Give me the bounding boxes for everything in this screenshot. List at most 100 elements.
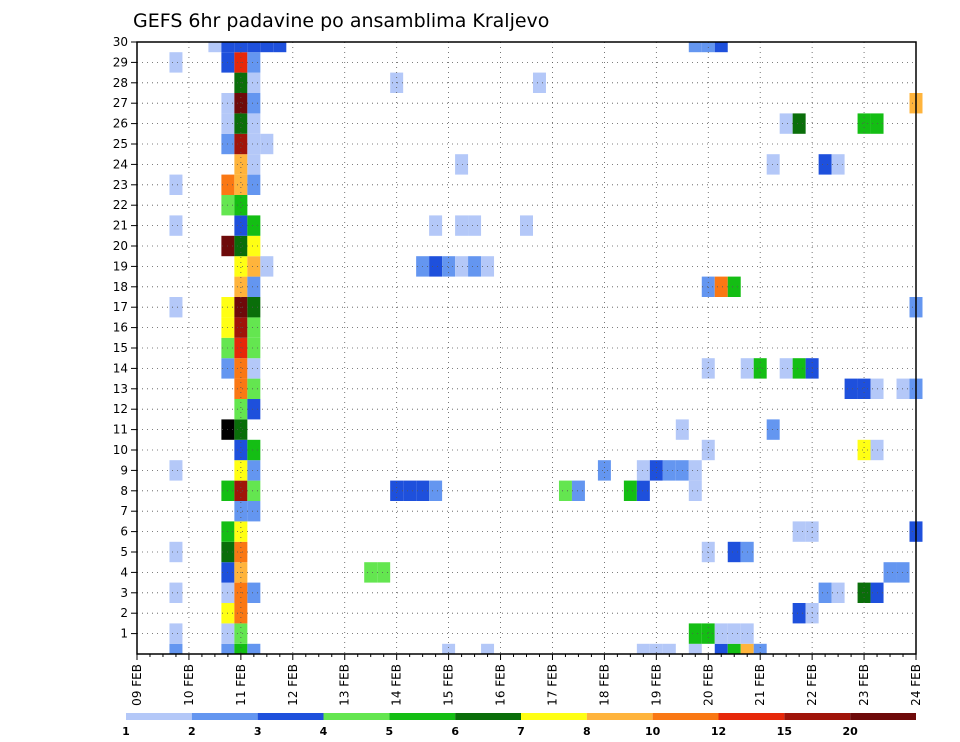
heatmap-cell	[247, 582, 261, 603]
heatmap-cell	[779, 113, 793, 134]
heatmap-cell	[792, 113, 806, 134]
x-tick-label: 22 FEB	[805, 664, 819, 706]
heatmap-cell	[169, 582, 183, 603]
heatmap-cell	[247, 480, 261, 501]
heatmap-cell	[234, 154, 248, 175]
heatmap-cell	[169, 174, 183, 195]
heatmap-cell	[169, 460, 183, 481]
y-tick-label: 11	[113, 423, 128, 437]
heatmap-cell	[234, 521, 248, 542]
colorbar-swatch	[191, 713, 258, 720]
heatmap-cell	[688, 623, 702, 644]
y-tick-label: 4	[120, 565, 128, 579]
heatmap-cell	[234, 643, 248, 654]
heatmap-cell	[234, 276, 248, 297]
heatmap-cell	[247, 174, 261, 195]
colorbar-swatch	[784, 713, 851, 720]
x-tick-label: 18 FEB	[597, 664, 611, 706]
y-tick-label: 23	[113, 178, 128, 192]
heatmap-cell	[234, 93, 248, 114]
heatmap-cell	[234, 256, 248, 277]
colorbar-label: 12	[711, 725, 726, 738]
y-tick-label: 15	[113, 341, 128, 355]
heatmap-cell	[390, 480, 404, 501]
heatmap-cell	[649, 643, 663, 654]
heatmap-cell	[234, 215, 248, 236]
colorbar-swatch	[126, 713, 192, 720]
x-tick-label: 11 FEB	[234, 664, 248, 706]
heatmap-cell	[766, 154, 780, 175]
heatmap-cell	[688, 480, 702, 501]
heatmap-cell	[260, 256, 274, 277]
heatmap-cell	[169, 297, 183, 318]
colorbar-label: 10	[645, 725, 661, 738]
heatmap-cell	[247, 317, 261, 338]
heatmap-cell	[247, 297, 261, 318]
heatmap-cell	[247, 460, 261, 481]
heatmap-cell	[701, 276, 715, 297]
heatmap-cell	[234, 399, 248, 420]
y-tick-label: 6	[120, 525, 128, 539]
colorbar-label: 20	[843, 725, 859, 738]
heatmap-cell	[234, 419, 248, 440]
heatmap-cell	[429, 215, 443, 236]
y-tick-label: 20	[113, 239, 128, 253]
heatmap-cell	[403, 480, 417, 501]
y-tick-label: 29	[113, 55, 128, 69]
heatmap-cell	[364, 562, 378, 583]
axes: 1234567891011121314151617181920212223242…	[113, 35, 923, 706]
heatmap-cell	[247, 643, 261, 654]
heatmap-cell	[247, 42, 261, 53]
heatmap-cell	[740, 643, 754, 654]
heatmap-cell	[753, 358, 767, 379]
x-tick-label: 10 FEB	[182, 664, 196, 706]
y-tick-label: 18	[113, 280, 128, 294]
colorbar-swatch	[586, 713, 653, 720]
grid-lines	[137, 42, 916, 654]
y-tick-label: 8	[120, 484, 128, 498]
heatmap-cell	[520, 215, 533, 236]
heatmap-cell	[792, 521, 806, 542]
y-tick-label: 21	[113, 219, 128, 233]
heatmap-cell	[818, 154, 832, 175]
heatmap-cell	[779, 358, 793, 379]
heatmap-cell	[234, 133, 248, 155]
y-tick-label: 14	[113, 361, 128, 375]
heatmap-cell	[234, 460, 248, 481]
heatmap-cell	[234, 603, 248, 624]
heatmap-cell	[169, 643, 183, 654]
heatmap-cell	[714, 643, 728, 654]
heatmap-cell	[234, 439, 248, 461]
heatmap-cell	[247, 337, 261, 359]
colorbar-label: 1	[122, 725, 130, 738]
heatmap-cell	[896, 562, 910, 583]
heatmap-cell	[558, 480, 572, 501]
heatmap-cell	[234, 174, 248, 195]
heatmap-cell	[857, 439, 871, 461]
heatmap-cell	[247, 256, 261, 277]
heatmap-cell	[455, 154, 469, 175]
x-tick-label: 12 FEB	[286, 664, 300, 706]
heatmap-cell	[247, 399, 261, 420]
heatmap-cell	[234, 358, 248, 379]
heatmap-cell	[727, 276, 741, 297]
heatmap-cell	[455, 215, 469, 236]
colorbar-swatch	[652, 713, 719, 720]
y-tick-label: 13	[113, 382, 128, 396]
y-tick-label: 27	[113, 96, 128, 110]
heatmap-cell	[753, 643, 767, 654]
heatmap-cell	[247, 113, 261, 134]
heatmap-cell	[883, 562, 897, 583]
heatmap-cell	[247, 501, 261, 522]
heatmap-cell	[792, 358, 806, 379]
colorbar-label: 5	[386, 725, 394, 738]
colorbar-swatch	[521, 713, 587, 720]
y-tick-label: 2	[120, 606, 128, 620]
y-tick-label: 26	[113, 117, 128, 131]
heatmap-cell	[636, 460, 650, 481]
chart-title: GEFS 6hr padavine po ansamblima Kraljevo	[133, 10, 549, 32]
heatmap-cell	[662, 643, 676, 654]
x-tick-label: 16 FEB	[494, 664, 508, 706]
heatmap-cell	[247, 358, 261, 379]
